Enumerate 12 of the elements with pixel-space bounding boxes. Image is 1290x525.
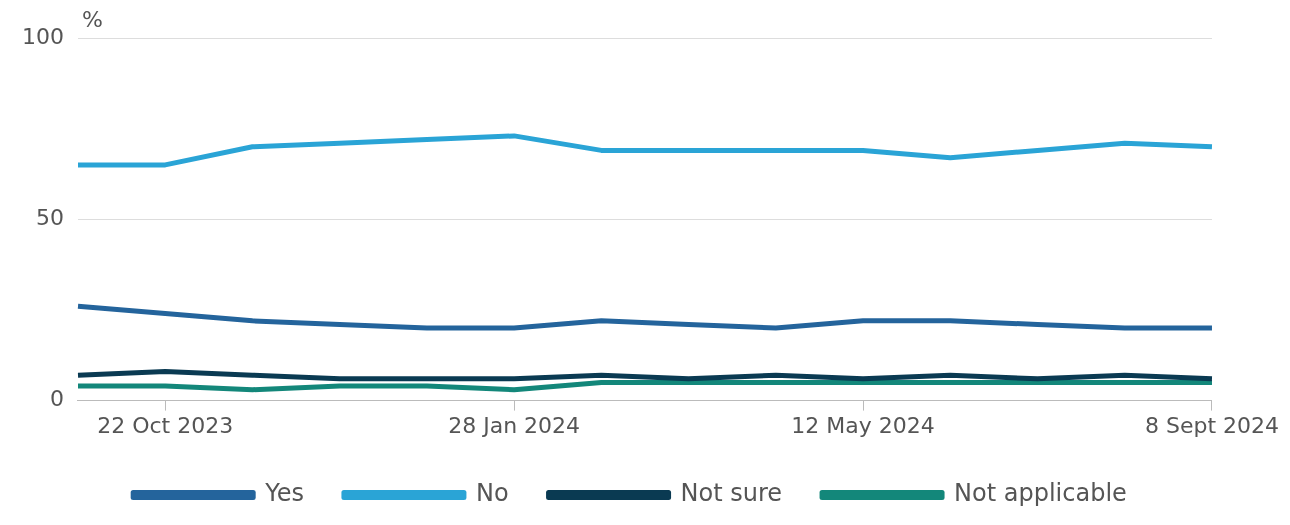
y-tick-label: 0 bbox=[49, 386, 64, 412]
y-axis-title: % bbox=[81, 6, 103, 32]
x-tick-label: 8 Sept 2024 bbox=[1144, 412, 1279, 438]
y-tick-label: 50 bbox=[35, 205, 64, 231]
y-tick-label: 100 bbox=[21, 23, 64, 49]
x-tick-label: 28 Jan 2024 bbox=[448, 412, 581, 438]
legend-label: No bbox=[475, 479, 509, 508]
legend-label: Not sure bbox=[680, 479, 783, 508]
legend-label: Yes bbox=[264, 479, 304, 508]
x-tick-label: 12 May 2024 bbox=[791, 412, 935, 438]
x-tick-label: 22 Oct 2023 bbox=[97, 412, 234, 438]
legend-label: Not applicable bbox=[954, 479, 1127, 508]
